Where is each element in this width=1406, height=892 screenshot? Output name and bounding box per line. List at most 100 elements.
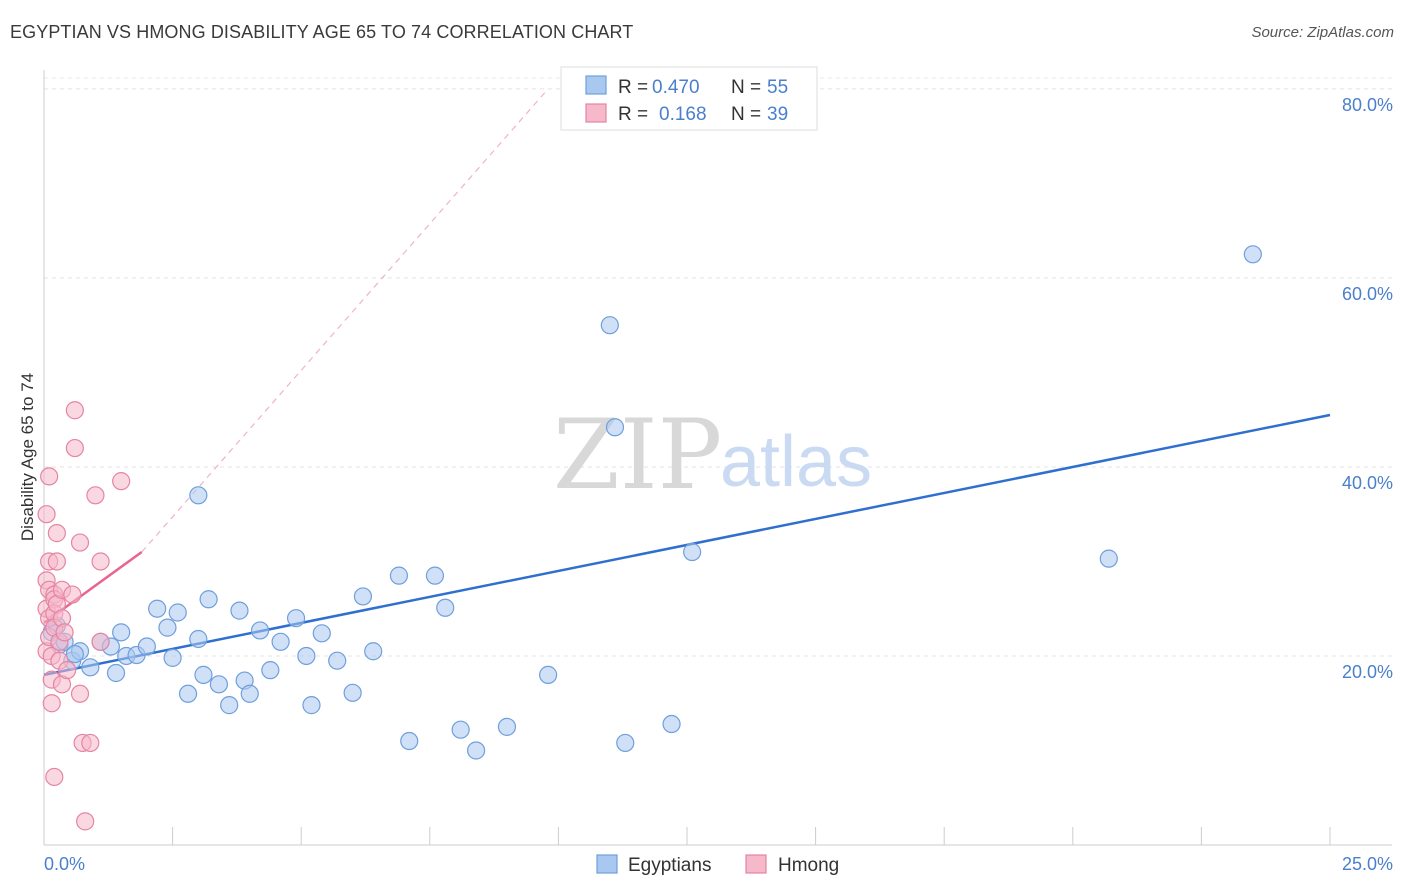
bottom-legend-hmong: Hmong — [778, 855, 839, 876]
egyptians-point-37 — [425, 566, 445, 585]
hmong-point-11 — [42, 694, 61, 713]
egyptians-point-38 — [436, 598, 455, 617]
x-tick-label-min: 0.0% — [44, 854, 85, 874]
egyptians-point-26 — [230, 601, 249, 620]
egyptians-point-33 — [353, 587, 373, 606]
egyptians-point-42 — [539, 665, 558, 684]
y-tick-label-2: 60.0% — [1342, 284, 1393, 304]
egyptians-point-24 — [271, 632, 290, 651]
legend-n-label-hmong: N = — [731, 104, 761, 125]
hmong-point-3 — [37, 505, 56, 524]
y-tick-label-0: 20.0% — [1342, 662, 1393, 682]
hmong-points — [37, 401, 131, 831]
egyptians-point-45 — [616, 733, 635, 753]
hmong-point-25 — [58, 661, 77, 680]
legend-n-value-hmong: 39 — [767, 104, 788, 125]
x-tick-labels: 0.0% 25.0% — [44, 854, 1393, 874]
egyptians-point-44 — [605, 418, 625, 437]
egyptians-point-20 — [220, 696, 239, 715]
legend-r-label-hmong: R = — [618, 104, 648, 125]
hmong-point-24 — [55, 623, 74, 642]
hmong-point-32 — [76, 812, 95, 831]
hmong-point-29 — [70, 533, 90, 552]
egyptians-point-23 — [261, 661, 280, 680]
y-tick-labels: 20.0% 40.0% 60.0% 80.0% — [1342, 95, 1393, 682]
egyptians-point-22 — [250, 621, 270, 640]
egyptians-point-48 — [1099, 549, 1118, 568]
egyptians-point-31 — [328, 651, 347, 670]
hmong-point-34 — [86, 486, 105, 505]
egyptians-point-16 — [189, 629, 208, 649]
egyptians-point-40 — [466, 741, 486, 760]
grid-lines — [44, 77, 1392, 657]
hmong-point-27 — [65, 401, 84, 420]
egyptians-point-35 — [389, 566, 409, 585]
hmong-point-26 — [63, 585, 82, 604]
bottom-legend-egyptians: Egyptians — [628, 855, 711, 876]
legend-r-label-egyptians: R = — [618, 77, 648, 98]
egyptians-point-15 — [178, 684, 198, 703]
egyptians-point-14 — [163, 648, 182, 667]
bottom-legend-swatch-hmong — [745, 854, 767, 874]
legend-n-label-egyptians: N = — [731, 77, 761, 98]
egyptians-point-36 — [400, 731, 419, 751]
watermark-atlas: atlas — [720, 422, 872, 502]
hmong-point-33 — [81, 733, 100, 753]
hmong-point-16 — [47, 524, 66, 543]
egyptians-point-41 — [497, 717, 517, 736]
source-label: Source: ZipAtlas.com — [1251, 24, 1394, 41]
egyptians-point-27 — [286, 609, 306, 628]
y-tick-label-3: 80.0% — [1342, 95, 1393, 115]
bottom-legend-swatch-egyptians — [596, 854, 618, 874]
egyptians-point-34 — [364, 642, 383, 661]
egyptians-point-49 — [1243, 245, 1262, 264]
legend-r-value-hmong: 0.168 — [659, 104, 707, 125]
trend-line-hmong-extension — [141, 88, 549, 553]
hmong-point-17 — [47, 552, 66, 571]
hmong-point-35 — [91, 632, 110, 651]
egyptians-point-13 — [158, 618, 177, 637]
egyptians-point-5 — [81, 658, 100, 677]
chart-title: EGYPTIAN VS HMONG DISABILITY AGE 65 TO 7… — [10, 22, 634, 42]
legend-n-value-egyptians: 55 — [767, 77, 788, 98]
egyptians-point-19 — [209, 675, 228, 694]
egyptians-point-29 — [312, 624, 331, 643]
egyptians-points — [42, 245, 1262, 760]
axes — [43, 70, 1392, 846]
egyptians-point-53 — [240, 684, 259, 703]
y-tick-label-1: 40.0% — [1342, 473, 1393, 493]
hmong-point-30 — [70, 684, 90, 703]
y-axis-label: Disability Age 65 to 74 — [18, 373, 37, 541]
egyptians-point-28 — [302, 696, 321, 715]
hmong-point-36 — [112, 472, 131, 491]
legend-r-value-egyptians: 0.470 — [652, 77, 700, 98]
egyptians-point-39 — [451, 720, 470, 739]
watermark: ZIP atlas — [553, 399, 872, 511]
series-legend: Egyptians Hmong — [596, 854, 839, 876]
egyptians-point-50 — [112, 623, 131, 642]
egyptians-point-46 — [662, 714, 681, 734]
egyptians-point-8 — [106, 663, 126, 683]
egyptians-point-51 — [65, 644, 84, 664]
hmong-point-28 — [65, 438, 84, 458]
egyptians-point-32 — [343, 683, 362, 702]
egyptians-point-47 — [683, 542, 702, 562]
x-tick-label-max: 25.0% — [1342, 854, 1393, 874]
legend-swatch-egyptians — [585, 75, 607, 95]
egyptians-point-43 — [600, 316, 619, 335]
hmong-point-37 — [91, 552, 110, 571]
egyptians-point-52 — [168, 603, 187, 622]
egyptians-point-30 — [297, 646, 316, 666]
legend-swatch-hmong — [585, 103, 607, 123]
trend-lines — [43, 88, 1331, 677]
correlation-legend: R = 0.470 N = 55 R = 0.168 N = 39 — [560, 66, 818, 131]
egyptians-point-17 — [194, 665, 213, 684]
egyptians-point-25 — [189, 486, 208, 505]
hmong-point-38 — [45, 767, 64, 787]
egyptians-point-11 — [137, 637, 156, 656]
egyptians-point-18 — [199, 590, 218, 609]
egyptians-point-12 — [148, 599, 167, 618]
watermark-zip: ZIP — [553, 399, 722, 511]
hmong-point-4 — [40, 467, 59, 486]
